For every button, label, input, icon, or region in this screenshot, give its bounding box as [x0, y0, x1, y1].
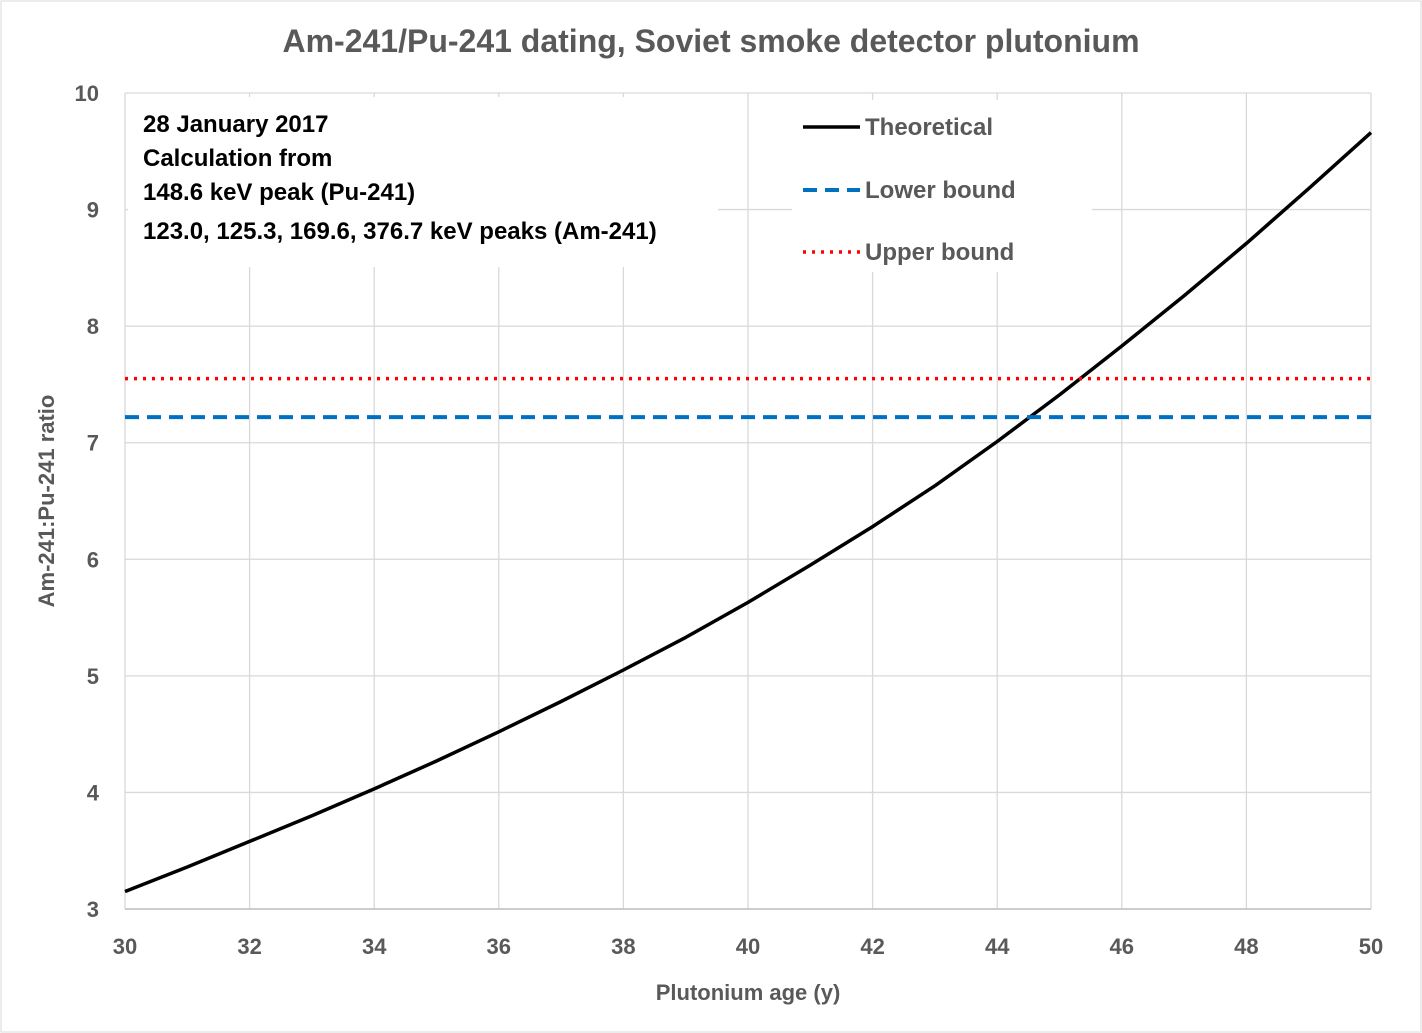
y-axis-label: Am-241:Pu-241 ratio: [34, 395, 59, 608]
x-tick-label: 32: [237, 934, 261, 959]
x-tick-label: 44: [985, 934, 1010, 959]
series-line-theoretical: [124, 131, 1373, 894]
y-tick-label: 4: [87, 780, 100, 805]
legend-label-theoretical: Theoretical: [865, 114, 993, 141]
x-tick-label: 50: [1359, 934, 1383, 959]
x-tick-label: 42: [860, 934, 884, 959]
annotation-line-pu-peak: 148.6 keV peak (Pu-241): [143, 179, 415, 206]
y-tick-label: 6: [87, 547, 99, 572]
x-tick-label: 46: [1110, 934, 1134, 959]
annotation: 28 January 2017 Calculation from 148.6 k…: [143, 111, 657, 245]
annotation-line-am-peaks: 123.0, 125.3, 169.6, 376.7 keV peaks (Am…: [143, 218, 657, 245]
x-axis-label: Plutonium age (y): [656, 980, 841, 1005]
chart-title: Am-241/Pu-241 dating, Soviet smoke detec…: [282, 23, 1139, 59]
x-tick-label: 40: [736, 934, 760, 959]
y-tick-label: 8: [87, 314, 99, 339]
y-tick-label: 9: [87, 198, 99, 223]
series: [124, 131, 1373, 894]
annotation-background: [128, 97, 718, 267]
x-tick-label: 38: [611, 934, 635, 959]
legend-label-upper-bound: Upper bound: [865, 239, 1014, 266]
legend: Theoretical Lower bound Upper bound: [803, 114, 1016, 266]
y-tick-label: 10: [75, 81, 99, 106]
y-tick-label: 5: [87, 664, 99, 689]
annotation-line-date: 28 January 2017: [143, 111, 328, 138]
x-tick-label: 48: [1234, 934, 1258, 959]
x-tick-label: 34: [362, 934, 387, 959]
legend-label-lower-bound: Lower bound: [865, 177, 1016, 204]
y-tick-label: 7: [87, 431, 99, 456]
y-tick-label: 3: [87, 897, 99, 922]
annotation-line-method: Calculation from: [143, 145, 332, 172]
x-tick-label: 30: [113, 934, 137, 959]
x-tick-label: 36: [487, 934, 511, 959]
